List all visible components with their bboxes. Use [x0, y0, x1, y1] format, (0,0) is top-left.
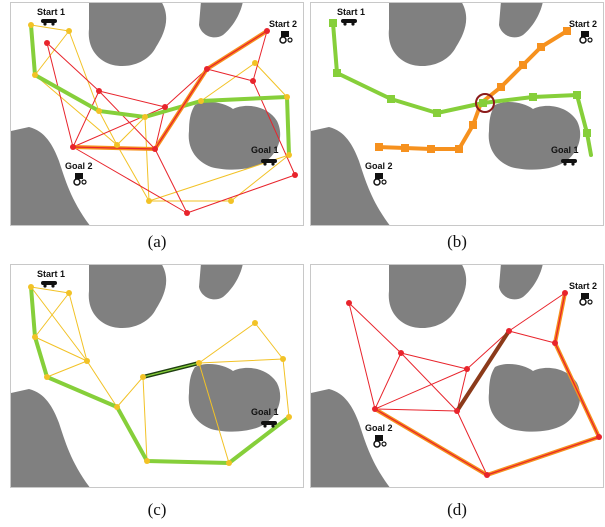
car-icon	[261, 421, 277, 428]
start-2-label: Start 2	[569, 281, 597, 291]
tractor-icon	[579, 31, 593, 44]
panel-a-diagram: Start 1 Start 2 Goal 1 Goal 2	[11, 3, 298, 225]
panel-d: Start 2 Goal 2	[310, 264, 604, 488]
panel-b-diagram: Start 1 Start 2 Goal 1 Goal 2	[311, 3, 597, 225]
obstacles	[311, 3, 581, 225]
red-nodes	[44, 28, 298, 216]
red-nodes	[346, 290, 602, 478]
goal-1-label: Goal 1	[251, 145, 279, 155]
obstacles	[11, 265, 281, 487]
car-icon	[41, 19, 57, 26]
tractor-icon	[373, 173, 387, 186]
goal-2-label: Goal 2	[365, 423, 393, 433]
goal-1-label: Goal 1	[251, 407, 279, 417]
panel-d-diagram: Start 2 Goal 2	[311, 265, 602, 487]
panel-b-caption: (b)	[447, 232, 467, 251]
car-icon	[341, 19, 357, 26]
tractor-icon	[579, 293, 593, 306]
panel-c-diagram: Start 1 Goal 1	[11, 265, 292, 487]
tractor-icon	[373, 435, 387, 448]
car-icon	[261, 159, 277, 166]
car-icon	[561, 159, 577, 166]
conflict-circle	[475, 93, 495, 113]
start-2-label: Start 2	[269, 19, 297, 29]
panel-c-caption: (c)	[147, 500, 167, 519]
obstacles	[311, 265, 581, 487]
panel-a: Start 1 Start 2 Goal 1 Goal 2	[10, 2, 304, 226]
goal-2-label: Goal 2	[365, 161, 393, 171]
start-1-label: Start 1	[37, 269, 65, 279]
panel-a-caption: (a)	[147, 232, 167, 251]
panel-c: Start 1 Goal 1	[10, 264, 304, 488]
orange-waypoints	[375, 27, 571, 153]
car-icon	[41, 281, 57, 288]
start-1-label: Start 1	[37, 7, 65, 17]
tractor-icon	[73, 173, 87, 186]
yellow-nodes	[28, 22, 292, 204]
start-1-label: Start 1	[337, 7, 365, 17]
tractor-icon	[279, 31, 293, 44]
green-waypoints	[329, 19, 591, 137]
panel-d-caption: (d)	[447, 500, 467, 519]
yellow-nodes	[28, 284, 292, 466]
start-2-label: Start 2	[569, 19, 597, 29]
goal-1-label: Goal 1	[551, 145, 579, 155]
goal-2-label: Goal 2	[65, 161, 93, 171]
obstacles	[11, 3, 281, 225]
panel-b: Start 1 Start 2 Goal 1 Goal 2	[310, 2, 604, 226]
